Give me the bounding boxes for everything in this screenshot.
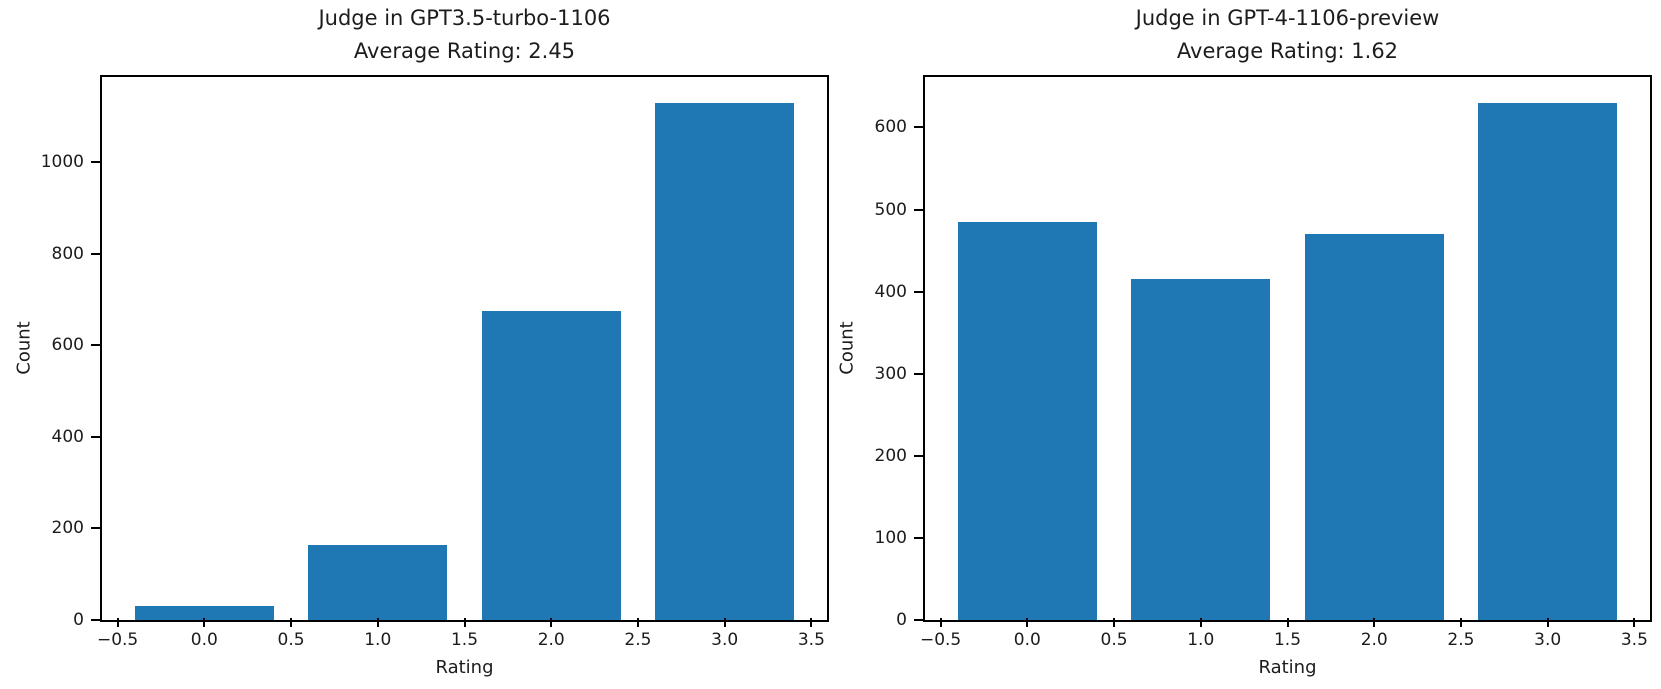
bar-rating-1 <box>1131 279 1271 620</box>
bar-rating-1 <box>308 544 448 620</box>
x-tick-mark <box>1286 618 1289 627</box>
x-tick-label: 0.5 <box>1100 630 1128 650</box>
x-tick-mark <box>1373 618 1376 627</box>
x-tick-mark <box>1113 618 1116 627</box>
y-tick-label: 400 <box>874 281 907 302</box>
bar-rating-3 <box>655 102 795 620</box>
x-tick-label: 3.0 <box>711 630 739 650</box>
y-tick-label: 0 <box>896 610 907 630</box>
y-tick-mark <box>91 619 100 621</box>
x-axis-label: Rating <box>435 657 494 678</box>
bar-rating-3 <box>1478 102 1618 620</box>
y-tick-mark <box>914 536 923 539</box>
y-tick-mark <box>914 126 923 129</box>
y-tick-label: 200 <box>874 445 907 466</box>
y-tick-mark <box>91 252 100 255</box>
y-tick-label: 400 <box>51 426 84 447</box>
x-tick-mark <box>550 618 553 627</box>
y-tick-label: 800 <box>51 243 84 264</box>
x-tick-mark <box>290 618 293 627</box>
chart-title-line2: Average Rating: 1.62 <box>1176 39 1399 63</box>
x-tick-mark <box>1546 618 1549 627</box>
x-tick-mark <box>1459 618 1462 627</box>
x-axis-label: Rating <box>1258 657 1317 678</box>
x-tick-label: 2.5 <box>1447 630 1475 650</box>
y-tick-mark <box>914 454 923 457</box>
x-tick-label: 3.5 <box>797 630 825 650</box>
x-tick-mark <box>1633 618 1636 627</box>
x-tick-label: 0.0 <box>1013 630 1041 650</box>
x-tick-label: 2.5 <box>624 630 652 650</box>
bar-rating-0 <box>134 606 274 620</box>
y-tick-mark <box>91 435 100 438</box>
y-tick-label: 600 <box>874 117 907 138</box>
chart-title-line1: Judge in GPT-4-1106-preview <box>1135 6 1440 30</box>
x-tick-label: 1.0 <box>364 630 392 650</box>
x-tick-mark <box>116 618 119 627</box>
y-tick-label: 100 <box>874 527 907 548</box>
x-tick-label: −0.5 <box>96 630 139 650</box>
plot-area: 0 200 400 600 800 1000 −0.5 0.0 0.5 1.0 1.5 2.0 2.5 3… <box>41 75 829 650</box>
y-tick-label: 300 <box>874 363 907 384</box>
x-tick-label: 0.5 <box>277 630 305 650</box>
x-tick-label: 0.0 <box>190 630 218 650</box>
x-tick-mark <box>203 618 206 627</box>
y-tick-label: 0 <box>73 610 84 630</box>
y-tick-label: 200 <box>51 518 84 539</box>
y-tick-mark <box>914 208 923 211</box>
x-tick-mark <box>376 618 379 627</box>
x-tick-mark <box>1026 618 1029 627</box>
x-tick-label: 1.5 <box>1273 630 1302 650</box>
bar-rating-2 <box>481 311 621 620</box>
x-tick-mark <box>939 618 942 627</box>
subplot-gpt4-judge: Judge in GPT-4-1106-preview Average Rati… <box>823 0 1655 689</box>
plot-area: 0 100 200 300 400 500 600 −0.5 0.0 0.5 1.0 1.5 2.0 2.… <box>875 75 1652 650</box>
bar-rating-2 <box>1304 234 1444 620</box>
x-tick-mark <box>1199 618 1202 627</box>
y-tick-label: 600 <box>51 335 84 356</box>
y-tick-mark <box>91 344 100 347</box>
x-tick-label: −0.5 <box>919 630 962 650</box>
x-tick-label: 2.0 <box>537 630 565 650</box>
x-tick-label: 3.0 <box>1534 630 1562 650</box>
x-tick-label: 1.0 <box>1187 630 1215 650</box>
x-tick-mark <box>723 618 726 627</box>
chart-title-line1: Judge in GPT3.5-turbo-1106 <box>318 6 611 30</box>
y-tick-label: 500 <box>874 199 907 220</box>
y-tick-mark <box>914 619 923 621</box>
x-tick-mark <box>810 618 813 627</box>
x-tick-mark <box>463 618 466 627</box>
chart-title: Judge in GPT-4-1106-preview Average Rati… <box>923 2 1652 68</box>
x-tick-mark <box>636 618 639 627</box>
x-tick-label: 1.5 <box>450 630 479 650</box>
bar-rating-0 <box>957 221 1097 620</box>
y-tick-mark <box>91 161 100 164</box>
subplot-gpt35-judge: Judge in GPT3.5-turbo-1106 Average Ratin… <box>14 2 829 678</box>
x-tick-label: 3.5 <box>1620 630 1648 650</box>
chart-title: Judge in GPT3.5-turbo-1106 Average Ratin… <box>100 2 829 68</box>
x-tick-label: 2.0 <box>1360 630 1388 650</box>
y-tick-label: 1000 <box>40 152 84 173</box>
y-tick-mark <box>914 290 923 293</box>
chart-title-line2: Average Rating: 2.45 <box>353 39 576 63</box>
y-tick-mark <box>914 372 923 375</box>
y-tick-mark <box>91 527 100 530</box>
